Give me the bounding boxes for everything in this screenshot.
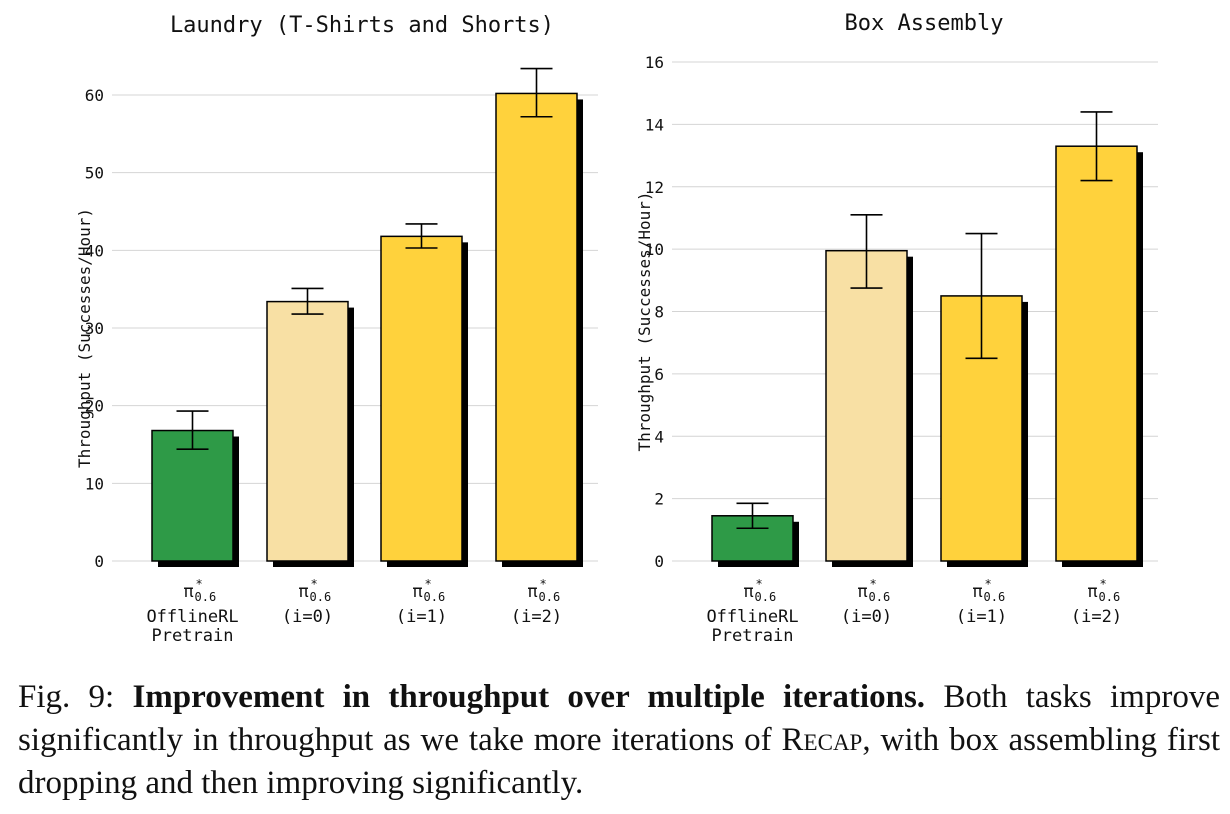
x-tick-sub: 0.6 bbox=[310, 590, 332, 604]
y-tick-label: 16 bbox=[645, 53, 664, 72]
bar-group bbox=[266, 287, 354, 567]
x-tick-line: (i=1) bbox=[396, 607, 447, 627]
y-tick-label: 50 bbox=[85, 164, 104, 183]
figure: Laundry (T-Shirts and Shorts)01020304050… bbox=[75, 11, 1158, 646]
x-tick-sub: 0.6 bbox=[539, 590, 561, 604]
x-tick-label: π *0.6 (i=1) bbox=[956, 577, 1007, 627]
bar-group bbox=[151, 410, 239, 567]
x-tick-sub: 0.6 bbox=[424, 590, 446, 604]
bar-group bbox=[495, 67, 583, 568]
x-tick-line: (i=1) bbox=[956, 607, 1007, 627]
x-tick-symbol: π bbox=[298, 582, 308, 602]
caption-text-before: Both tasks improve significantly in thro… bbox=[18, 679, 1220, 758]
x-tick-sup: * bbox=[870, 577, 877, 591]
figure-caption: Fig. 9: Improvement in throughput over m… bbox=[18, 676, 1220, 805]
x-tick-label: π *0.6 (i=0) bbox=[841, 577, 892, 627]
x-tick-sup: * bbox=[540, 577, 547, 591]
x-tick-line: OfflineRL bbox=[146, 607, 238, 627]
x-tick-symbol: π bbox=[412, 582, 422, 602]
x-tick-sup: * bbox=[756, 577, 763, 591]
bar-group bbox=[940, 232, 1028, 567]
y-tick-label: 0 bbox=[94, 552, 104, 571]
x-tick-line: (i=0) bbox=[282, 607, 333, 627]
bar bbox=[1055, 145, 1138, 562]
x-tick-sub: 0.6 bbox=[755, 590, 777, 604]
bar bbox=[825, 249, 908, 562]
x-tick-line: (i=2) bbox=[1071, 607, 1122, 627]
x-tick-symbol: π bbox=[972, 582, 982, 602]
caption-label: Fig. 9: bbox=[18, 679, 115, 715]
x-tick-sup: * bbox=[985, 577, 992, 591]
y-tick-label: 2 bbox=[654, 490, 664, 509]
caption-bold: Improvement in throughput over multiple … bbox=[132, 679, 926, 715]
y-axis-label: Throughput (Successes/Hour) bbox=[75, 208, 94, 468]
y-tick-label: 60 bbox=[85, 86, 104, 105]
y-tick-label: 30 bbox=[85, 319, 104, 338]
y-tick-label: 4 bbox=[654, 427, 664, 446]
y-tick-label: 10 bbox=[645, 240, 664, 259]
y-tick-label: 8 bbox=[654, 303, 664, 322]
caption-text-after: , with box assembling first dropping and… bbox=[18, 722, 1220, 801]
y-tick-label: 10 bbox=[85, 474, 104, 493]
x-tick-line: Pretrain bbox=[712, 626, 794, 646]
x-tick-symbol: π bbox=[743, 582, 753, 602]
x-tick-sup: * bbox=[196, 577, 203, 591]
x-tick-line: (i=0) bbox=[841, 607, 892, 627]
y-tick-label: 14 bbox=[645, 115, 664, 134]
x-tick-line: Pretrain bbox=[152, 626, 234, 646]
x-tick-line: OfflineRL bbox=[706, 607, 798, 627]
x-tick-sub: 0.6 bbox=[1099, 590, 1121, 604]
bar bbox=[266, 300, 349, 562]
x-tick-line: (i=2) bbox=[511, 607, 562, 627]
x-tick-sup: * bbox=[311, 577, 318, 591]
bar-group bbox=[825, 214, 913, 567]
x-tick-sub: 0.6 bbox=[984, 590, 1006, 604]
y-tick-label: 20 bbox=[85, 397, 104, 416]
y-tick-label: 0 bbox=[654, 552, 664, 571]
y-tick-label: 12 bbox=[645, 178, 664, 197]
y-tick-label: 6 bbox=[654, 365, 664, 384]
bar bbox=[151, 429, 234, 562]
x-tick-sub: 0.6 bbox=[195, 590, 217, 604]
bar bbox=[495, 92, 578, 562]
x-tick-sup: * bbox=[1100, 577, 1107, 591]
bar-group bbox=[380, 223, 468, 567]
x-tick-label: π *0.6 (i=2) bbox=[511, 577, 562, 627]
x-tick-label: π *0.6 (i=0) bbox=[282, 577, 333, 627]
x-tick-symbol: π bbox=[1087, 582, 1097, 602]
caption-method: Recap bbox=[781, 722, 863, 758]
x-tick-symbol: π bbox=[527, 582, 537, 602]
x-tick-symbol: π bbox=[857, 582, 867, 602]
bar-group bbox=[1055, 111, 1143, 568]
chart-title: Box Assembly bbox=[845, 11, 1004, 36]
bar bbox=[380, 235, 463, 562]
x-tick-sup: * bbox=[425, 577, 432, 591]
y-tick-label: 40 bbox=[85, 241, 104, 260]
x-tick-symbol: π bbox=[183, 582, 193, 602]
y-axis-label: Throughput (Successes/Hour) bbox=[635, 191, 654, 451]
chart-2: Box Assembly 0 2 4 6 8 10 12 14 16 Throughput (Suc… bbox=[635, 11, 1158, 646]
chart-title: Laundry (T-Shirts and Shorts) bbox=[170, 13, 554, 38]
x-tick-label: π *0.6 (i=1) bbox=[396, 577, 447, 627]
x-tick-sub: 0.6 bbox=[869, 590, 891, 604]
chart-1: Laundry (T-Shirts and Shorts) 0 10 20 30 40 50… bbox=[75, 13, 598, 646]
bar-group bbox=[711, 502, 799, 567]
x-tick-label: π *0.6 (i=2) bbox=[1071, 577, 1122, 627]
